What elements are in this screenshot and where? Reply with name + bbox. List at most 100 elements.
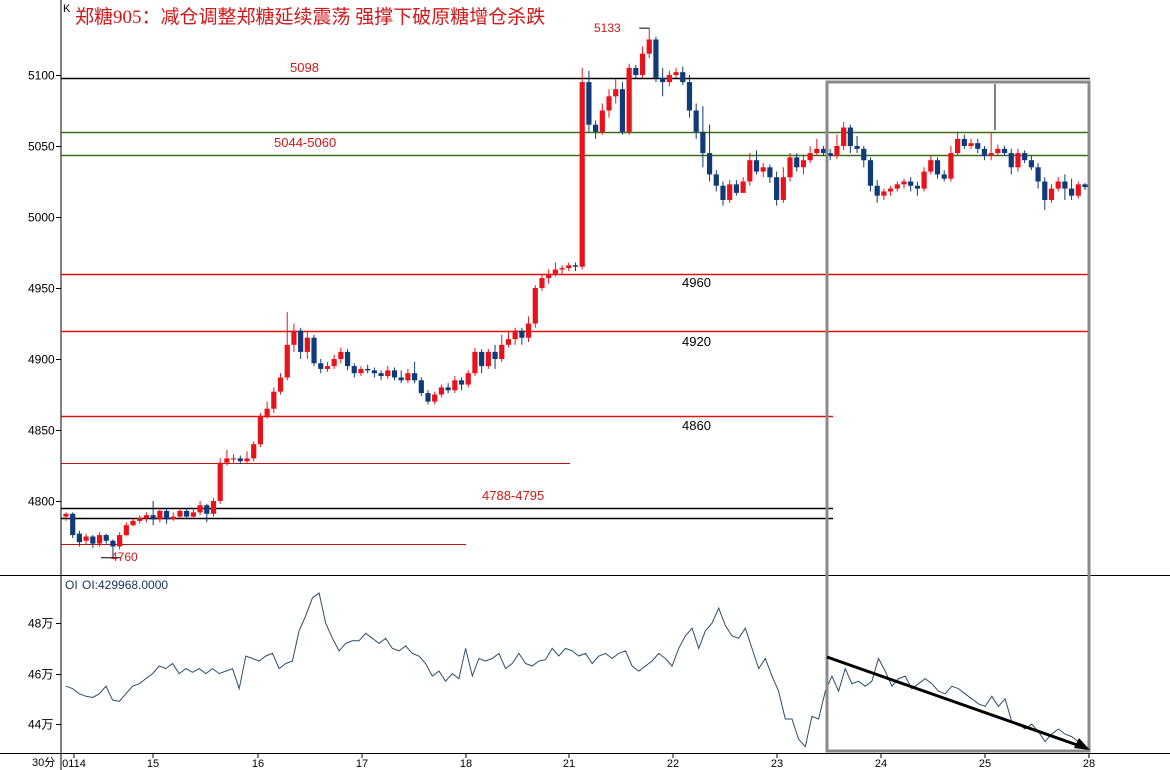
candle-body: [311, 337, 317, 364]
candle-body: [425, 393, 431, 402]
candle-body: [479, 351, 485, 367]
candle-body: [331, 359, 337, 367]
candle-body: [324, 366, 331, 369]
candle-body: [720, 185, 726, 200]
candle-body: [800, 160, 807, 168]
candle-body: [385, 370, 391, 377]
candle-body: [559, 268, 565, 270]
oi-value-label: OI:429968.0000: [82, 578, 168, 592]
candle-body: [586, 82, 592, 125]
candle-body: [351, 366, 357, 374]
price-tick-label: 5000: [28, 211, 55, 225]
oi-tick-label: 48万: [28, 617, 53, 631]
candle-body: [143, 515, 150, 519]
low-label: 4760: [111, 550, 138, 564]
candle-body: [955, 138, 961, 154]
candle-body: [934, 160, 941, 175]
time-tick-label: 21: [563, 758, 575, 770]
candle-body: [941, 174, 947, 179]
candle-body: [854, 146, 860, 149]
candle-body: [814, 148, 820, 154]
candle-body: [566, 265, 572, 269]
candle-body: [344, 351, 351, 367]
candle-body: [358, 368, 364, 374]
candle-body: [177, 510, 183, 517]
candle-body: [90, 536, 96, 544]
candle-body: [157, 510, 163, 520]
candle-body: [727, 184, 733, 200]
candle-body: [613, 89, 619, 97]
oi-axis: 44万 46万 48万: [28, 617, 61, 732]
candle-body: [117, 535, 123, 547]
candle-body: [981, 148, 988, 156]
price-tick-label: 5100: [28, 69, 55, 83]
time-axis: 0114 15 16 17 18 21 22 23 24 25 28: [62, 753, 1095, 770]
candle-body: [646, 39, 652, 54]
candle-body: [867, 160, 874, 186]
price-tick-label: 5050: [28, 140, 55, 154]
time-tick-label: 0114: [62, 758, 86, 770]
timeframe-label: 30分: [32, 756, 55, 769]
oi-line: [65, 592, 1086, 750]
candle-body: [539, 278, 545, 288]
level-label: 4920: [682, 334, 711, 349]
candle-body: [197, 505, 203, 513]
candle-body: [1055, 181, 1061, 189]
candle-body: [546, 273, 552, 279]
candle-body: [391, 370, 398, 378]
candle-body: [693, 110, 699, 132]
time-tick-label: 16: [252, 758, 264, 770]
candle-body: [653, 39, 659, 78]
candle-body: [512, 330, 518, 340]
candle-body: [210, 501, 217, 514]
candle-body: [217, 462, 223, 501]
level-label: 4960: [682, 275, 711, 290]
candle-body: [740, 181, 746, 193]
candle-body: [76, 533, 83, 543]
candle-body: [123, 525, 129, 536]
candle-body: [680, 72, 686, 83]
candle-body: [284, 344, 290, 378]
corner-label: K: [63, 3, 71, 15]
candle-body: [1075, 184, 1081, 196]
candle-body: [184, 510, 190, 517]
candle-body: [552, 269, 558, 274]
candle-body: [1035, 167, 1041, 182]
candle-body: [190, 512, 196, 517]
level-label: 5044-5060: [274, 135, 336, 150]
candle-body: [780, 177, 786, 200]
candle-body: [338, 351, 344, 359]
candle-body: [103, 535, 109, 541]
candle-body: [787, 157, 793, 178]
candle-body: [304, 337, 310, 352]
candle-body: [968, 143, 974, 146]
time-tick-label: 17: [356, 758, 368, 770]
candle-body: [110, 540, 116, 547]
time-tick-label: 23: [771, 758, 783, 770]
candle-body: [593, 124, 599, 132]
candle-body: [230, 458, 237, 460]
oi-tick-label: 44万: [28, 718, 53, 732]
candle-body: [224, 458, 230, 463]
candle-body: [1042, 181, 1048, 200]
candle-body: [820, 148, 827, 154]
candle-body: [881, 191, 887, 196]
candle-body: [599, 110, 605, 132]
price-tick-label: 4850: [28, 424, 55, 438]
candle-body: [405, 373, 411, 381]
candle-body: [921, 171, 927, 189]
candle-body: [277, 377, 284, 392]
candle-body: [83, 536, 89, 541]
candle-body: [204, 505, 210, 514]
candle-body: [887, 188, 894, 192]
candle-body: [505, 339, 512, 345]
candle-body: [733, 184, 739, 193]
chart-title: 郑糖905：减仓调整郑糖延续震荡 强撑下破原糖增仓杀跌: [75, 6, 545, 28]
candle-body: [96, 535, 103, 544]
candle-body: [995, 148, 1001, 154]
level-label: 5098: [290, 60, 319, 75]
annotations: [100, 27, 1091, 753]
candle-body: [432, 394, 438, 402]
candle-body: [418, 380, 424, 394]
